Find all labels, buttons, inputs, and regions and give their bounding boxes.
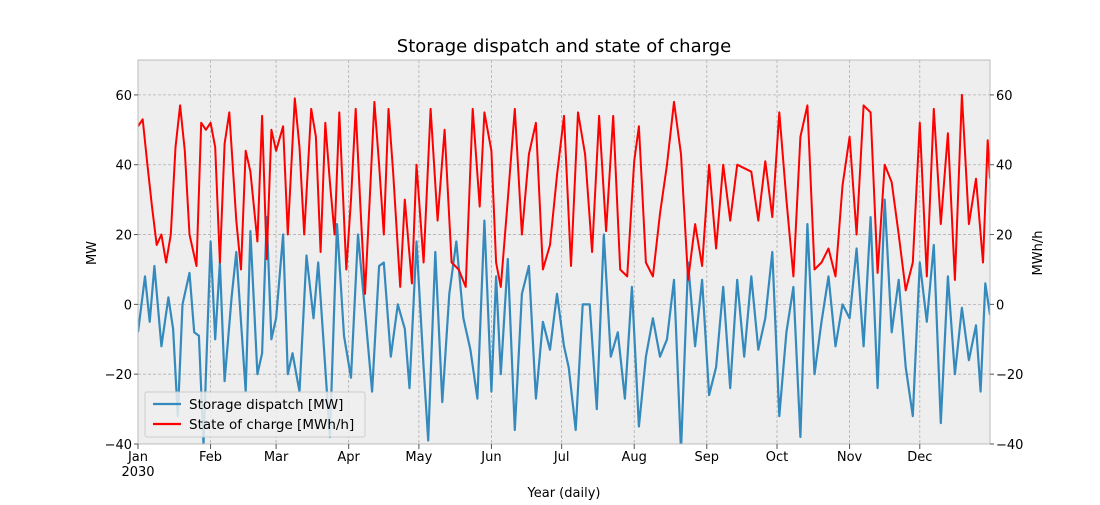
x-tick-sublabel: 2030 — [121, 465, 154, 480]
x-tick-label: Jan — [127, 450, 148, 465]
y-tick-label-right: −40 — [996, 438, 1023, 453]
y-tick-label-left: −20 — [105, 368, 132, 383]
y-tick-label-left: 40 — [115, 159, 132, 174]
y-tick-label-left: 20 — [115, 229, 132, 244]
y-tick-label-left: −40 — [105, 438, 132, 453]
x-tick-label: Nov — [837, 450, 863, 465]
x-tick-label: Mar — [264, 450, 289, 465]
series-line-state-of-charge — [138, 93, 990, 295]
series-layer — [138, 93, 990, 444]
x-tick-label: Aug — [622, 450, 647, 465]
y-tick-label-right: 60 — [996, 89, 1013, 104]
x-tick-label: Apr — [337, 450, 360, 465]
y-axis-label-right: MWh/h — [1031, 231, 1046, 276]
x-tick-label: Oct — [766, 450, 788, 465]
legend-label-dispatch: Storage dispatch [MW] — [189, 397, 343, 413]
x-tick-label: May — [405, 450, 432, 465]
x-tick-label: Dec — [907, 450, 932, 465]
legend-label-soc: State of charge [MWh/h] — [189, 417, 354, 433]
series-line-dispatch — [138, 198, 990, 444]
y-axis-label-left: MW — [85, 241, 100, 265]
x-axis-label: Year (daily) — [527, 486, 601, 500]
y-tick-label-left: 60 — [115, 89, 132, 104]
legend-box — [144, 391, 366, 438]
y-tick-label-left: 0 — [124, 298, 132, 313]
y-tick-label-right: 40 — [996, 159, 1013, 174]
x-tick-label: Jul — [553, 450, 570, 465]
x-tick-label: Jun — [480, 450, 501, 465]
y-tick-label-right: −20 — [996, 368, 1023, 383]
chart-title: Storage dispatch and state of charge — [397, 36, 731, 57]
y-tick-label-right: 20 — [996, 229, 1013, 244]
legend: Storage dispatch [MW] State of charge [M… — [144, 391, 366, 438]
x-tick-label: Sep — [695, 450, 720, 465]
y-tick-label-right: 0 — [996, 298, 1004, 313]
plot-frame — [137, 59, 991, 445]
x-tick-label: Feb — [199, 450, 222, 465]
